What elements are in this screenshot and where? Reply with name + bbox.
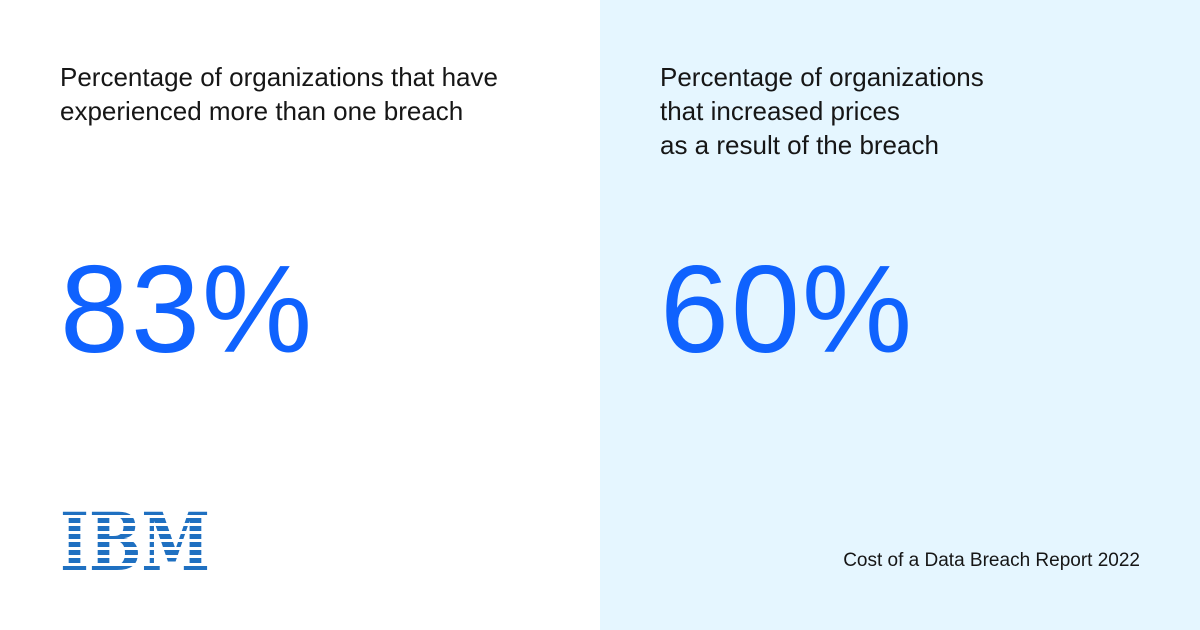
stat-label: Percentage of organizations that increas… bbox=[660, 60, 984, 162]
label-line: as a result of the breach bbox=[660, 130, 939, 160]
label-line: that increased prices bbox=[660, 96, 900, 126]
stat-panel: Percentage of organizations that have ex… bbox=[60, 60, 498, 572]
footer-source: Cost of a Data Breach Report 2022 bbox=[843, 550, 1140, 571]
logo-text: IBM bbox=[60, 508, 210, 572]
logo: IBM bbox=[60, 508, 210, 572]
stat-value: 60% bbox=[660, 241, 915, 379]
stat-value: 83% bbox=[60, 241, 315, 379]
label-line: Percentage of organizations bbox=[660, 62, 984, 92]
label-line: experienced more than one breach bbox=[60, 96, 464, 126]
label-line: Percentage of organizations that have bbox=[60, 62, 498, 92]
stat-label: Percentage of organizations that have ex… bbox=[60, 60, 498, 128]
stat-panel: Percentage of organizations that increas… bbox=[600, 0, 1200, 630]
